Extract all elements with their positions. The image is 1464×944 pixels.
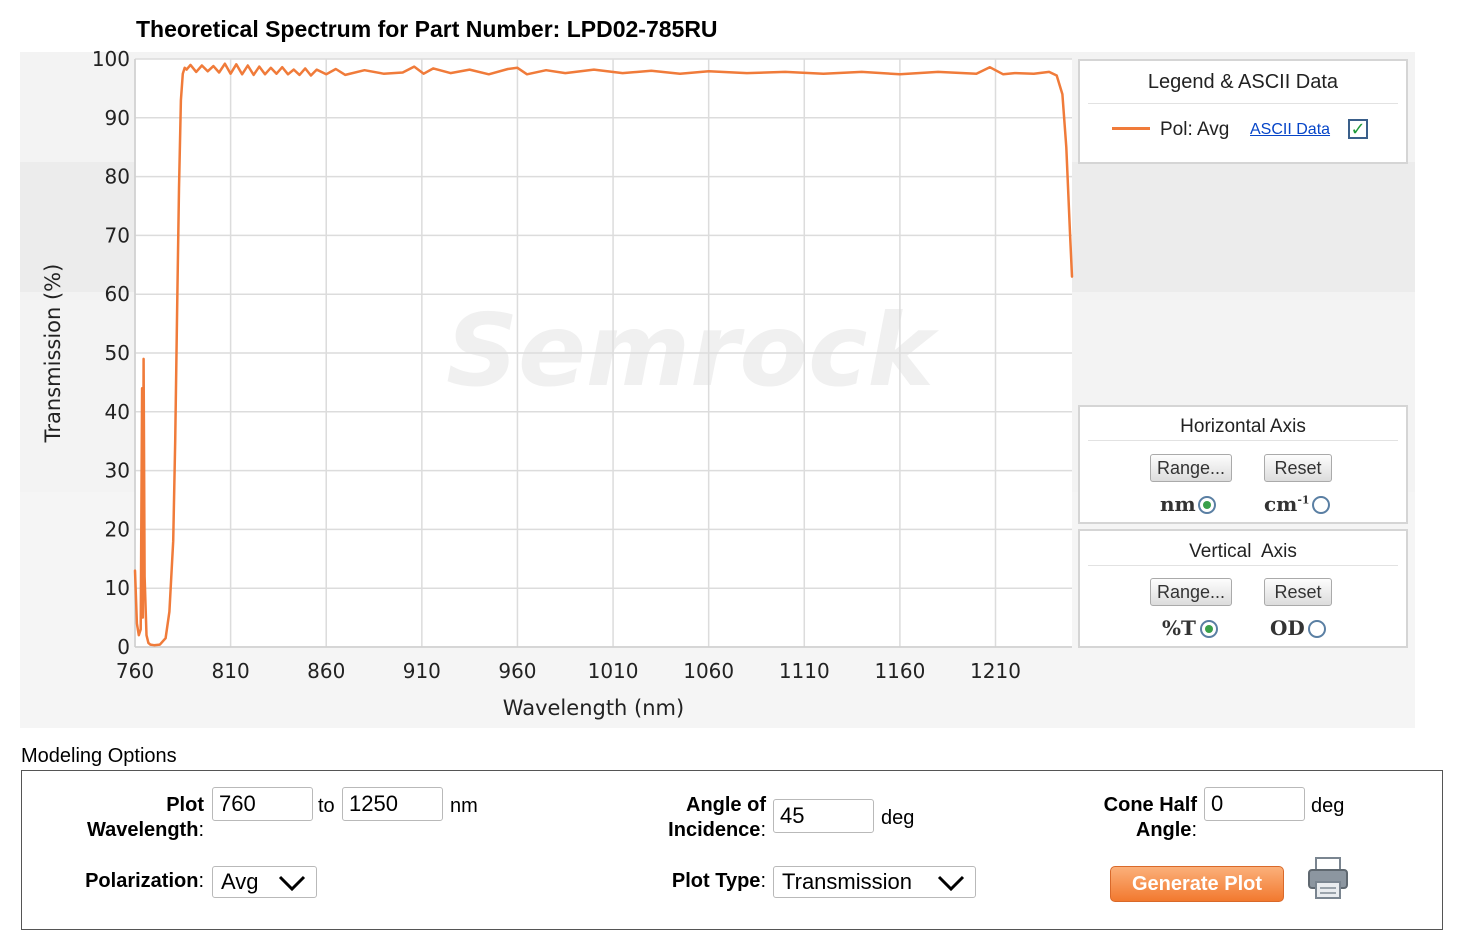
ascii-data-checkbox[interactable]: ✓ (1348, 119, 1368, 139)
wavelength-to-input[interactable] (342, 787, 443, 821)
x-tick-label: 960 (498, 659, 536, 683)
horizontal-axis-panel: Horizontal Axis Range... Reset nm cm-1 (1078, 405, 1408, 524)
legend-series-label: Pol: Avg (1160, 119, 1230, 140)
legend-title: Legend & ASCII Data (1147, 71, 1339, 93)
angle-of-incidence-label: Angle of Incidence: (668, 794, 766, 841)
polarization-select[interactable]: Avg (212, 866, 317, 898)
od-radio[interactable] (1308, 620, 1326, 638)
x-tick-label: 860 (307, 659, 345, 683)
legend-panel: Legend & ASCII Data Pol: Avg ASCII Data … (1078, 59, 1408, 164)
vertical-range-button[interactable]: Range... (1150, 578, 1232, 606)
y-tick-label: 70 (105, 223, 130, 247)
y-tick-label: 80 (105, 165, 130, 189)
od-unit-label: OD (1270, 616, 1305, 640)
y-tick-label: 100 (92, 47, 130, 71)
horizontal-axis-title: Horizontal Axis (1180, 416, 1306, 437)
horizontal-range-button[interactable]: Range... (1150, 454, 1232, 482)
x-tick-label: 1110 (779, 659, 830, 683)
polarization-value: Avg (221, 869, 259, 894)
wavelength-from-input[interactable] (212, 787, 313, 821)
to-label: to (318, 795, 335, 817)
spectrum-chart: Semrock 0 10 20 30 40 50 60 70 80 90 100 760 810 860 91… (41, 47, 1074, 720)
y-tick-label: 40 (105, 400, 130, 424)
angle-of-incidence-input[interactable] (773, 799, 874, 833)
x-tick-label: 1060 (683, 659, 734, 683)
printer-icon[interactable] (1306, 856, 1350, 900)
x-tick-label: 1160 (874, 659, 925, 683)
wavelength-unit-label: nm (450, 795, 478, 817)
legend-series-line (1112, 127, 1150, 130)
x-axis-label: Wavelength (nm) (503, 696, 684, 720)
wavenumber-unit-exponent: -1 (1297, 493, 1310, 507)
percent-t-radio[interactable] (1200, 620, 1218, 638)
x-tick-label: 810 (212, 659, 250, 683)
aoi-unit-label: deg (881, 807, 915, 829)
watermark-text: Semrock (446, 292, 939, 409)
y-tick-label: 10 (105, 576, 130, 600)
ascii-data-link[interactable]: ASCII Data (1250, 121, 1331, 138)
cone-half-angle-label: Cone Half Angle: (1103, 794, 1197, 841)
chevron-down-icon (937, 875, 965, 891)
percent-t-unit-label: %T (1162, 616, 1196, 640)
modeling-options-box (21, 770, 1443, 930)
modeling-options-title: Modeling Options (21, 745, 177, 767)
wavenumber-radio[interactable] (1312, 496, 1330, 514)
vertical-reset-button[interactable]: Reset (1264, 578, 1332, 606)
x-tick-label: 1210 (970, 659, 1021, 683)
y-tick-label: 60 (105, 282, 130, 306)
nm-unit-label: nm (1160, 492, 1196, 516)
y-tick-label: 90 (105, 106, 130, 130)
cone-half-angle-input[interactable] (1204, 787, 1305, 821)
y-tick-label: 30 (105, 459, 130, 483)
vertical-axis-title: Vertical Axis (1189, 541, 1297, 562)
nm-radio[interactable] (1198, 496, 1216, 514)
y-tick-label: 0 (117, 635, 130, 659)
plot-wavelength-label: Plot Wavelength: (86, 794, 204, 841)
y-tick-label: 50 (105, 341, 130, 365)
plot-type-select[interactable]: Transmission (773, 866, 976, 898)
chart-title: Theoretical Spectrum for Part Number: LP… (136, 16, 718, 42)
plot-type-value: Transmission (782, 869, 912, 894)
x-tick-label: 1010 (588, 659, 639, 683)
polarization-label: Polarization: (85, 870, 204, 892)
y-axis-label: Transmission (%) (41, 264, 65, 444)
x-tick-label: 910 (403, 659, 441, 683)
vertical-axis-panel: Vertical Axis Range... Reset %T OD (1078, 529, 1408, 648)
x-tick-label: 760 (116, 659, 154, 683)
y-tick-label: 20 (105, 517, 130, 541)
series-line-pol-avg (133, 62, 1074, 647)
wavenumber-unit-label: cm-1 (1264, 492, 1310, 516)
generate-plot-button[interactable]: Generate Plot (1110, 866, 1284, 902)
plot-type-label: Plot Type: (671, 870, 766, 892)
horizontal-reset-button[interactable]: Reset (1264, 454, 1332, 482)
chevron-down-icon (278, 875, 306, 891)
checkmark-icon: ✓ (1350, 119, 1366, 139)
cone-unit-label: deg (1311, 795, 1345, 817)
